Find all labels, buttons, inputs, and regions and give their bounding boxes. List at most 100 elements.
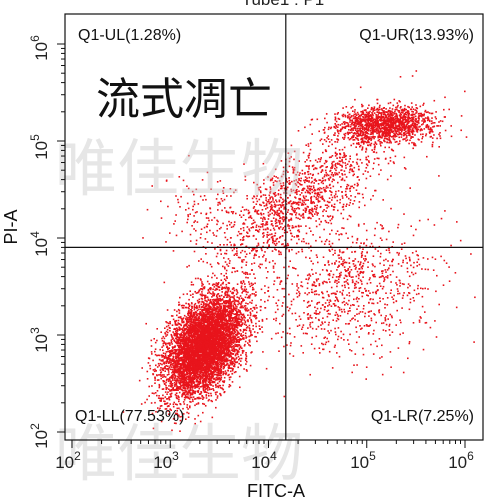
scatter-point <box>241 282 243 285</box>
scatter-point <box>154 377 156 379</box>
scatter-point <box>183 331 185 333</box>
scatter-point <box>217 307 219 309</box>
scatter-point <box>201 395 204 397</box>
scatter-point <box>248 281 250 283</box>
scatter-point <box>214 373 217 376</box>
scatter-point <box>210 388 213 390</box>
scatter-point <box>228 331 231 334</box>
scatter-point <box>221 288 223 290</box>
scatter-point <box>198 330 201 333</box>
scatter-point <box>211 276 213 279</box>
scatter-point <box>201 310 203 313</box>
scatter-point <box>212 316 214 318</box>
scatter-point <box>185 353 188 355</box>
scatter-point <box>186 357 188 359</box>
scatter-point <box>230 301 232 304</box>
scatter-point <box>200 328 202 331</box>
scatter-point <box>188 315 191 317</box>
scatter-point <box>194 398 196 400</box>
scatter-point <box>247 309 250 311</box>
scatter-point <box>154 392 157 394</box>
scatter-point <box>223 345 225 348</box>
scatter-point <box>188 310 190 312</box>
scatter-point <box>244 320 247 323</box>
scatter-point <box>179 380 181 383</box>
scatter-point <box>236 327 239 329</box>
scatter-point <box>255 317 257 320</box>
scatter-point <box>168 397 170 399</box>
scatter-point <box>252 286 254 289</box>
scatter-point <box>212 385 214 387</box>
scatter-point <box>227 374 229 377</box>
scatter-point <box>178 326 180 328</box>
scatter-point <box>191 361 193 364</box>
scatter-point <box>171 358 174 360</box>
scatter-point <box>210 335 212 338</box>
scatter-point <box>223 274 225 277</box>
scatter-point <box>200 369 203 372</box>
scatter-point <box>171 429 173 432</box>
scatter-point <box>179 335 182 337</box>
scatter-point <box>196 376 199 378</box>
scatter-point <box>235 333 237 336</box>
scatter-point <box>162 335 165 338</box>
scatter-point <box>221 345 224 347</box>
scatter-point <box>204 347 207 349</box>
scatter-point <box>215 386 217 388</box>
scatter-point <box>179 363 182 365</box>
scatter-point <box>189 370 191 372</box>
scatter-point <box>214 319 217 321</box>
scatter-point <box>212 307 214 309</box>
scatter-point <box>185 370 188 372</box>
scatter-point <box>242 313 245 316</box>
scatter-point <box>194 369 197 372</box>
scatter-point <box>236 339 239 341</box>
scatter-point <box>225 286 228 288</box>
scatter-point <box>184 345 187 347</box>
scatter-point <box>235 314 238 317</box>
scatter-point <box>236 306 238 308</box>
scatter-point <box>209 298 212 301</box>
scatter-point <box>212 302 215 305</box>
scatter-point <box>155 369 157 372</box>
scatter-point <box>213 323 216 326</box>
scatter-point <box>182 387 185 389</box>
scatter-point <box>175 355 177 357</box>
scatter-point <box>209 381 212 384</box>
scatter-point <box>220 273 223 275</box>
scatter-point <box>230 309 233 311</box>
scatter-point <box>215 352 218 354</box>
scatter-point <box>234 337 236 339</box>
scatter-point <box>236 352 238 355</box>
scatter-point <box>202 353 204 355</box>
scatter-point <box>192 296 194 298</box>
scatter-point <box>220 334 223 337</box>
scatter-point <box>162 394 164 397</box>
scatter-point <box>240 301 243 304</box>
scatter-point <box>211 381 214 384</box>
scatter-point <box>200 393 202 395</box>
scatter-point <box>240 357 243 360</box>
scatter-point <box>198 289 201 291</box>
scatter-point <box>215 399 217 401</box>
scatter-point <box>219 333 222 336</box>
scatter-point <box>244 340 247 343</box>
scatter-point <box>189 311 192 313</box>
scatter-point <box>185 358 188 361</box>
scatter-point <box>177 356 180 358</box>
scatter-point <box>231 369 234 372</box>
scatter-point <box>161 340 164 342</box>
scatter-point <box>181 389 184 391</box>
scatter-point <box>188 365 190 368</box>
scatter-point <box>204 330 206 332</box>
scatter-point <box>163 342 165 344</box>
scatter-point <box>233 299 236 301</box>
scatter-point <box>251 284 253 287</box>
scatter-point <box>233 302 235 305</box>
scatter-point <box>201 362 204 365</box>
scatter-point <box>176 410 178 412</box>
scatter-point <box>197 333 200 336</box>
scatter-point <box>215 406 217 409</box>
scatter-point <box>198 385 200 388</box>
